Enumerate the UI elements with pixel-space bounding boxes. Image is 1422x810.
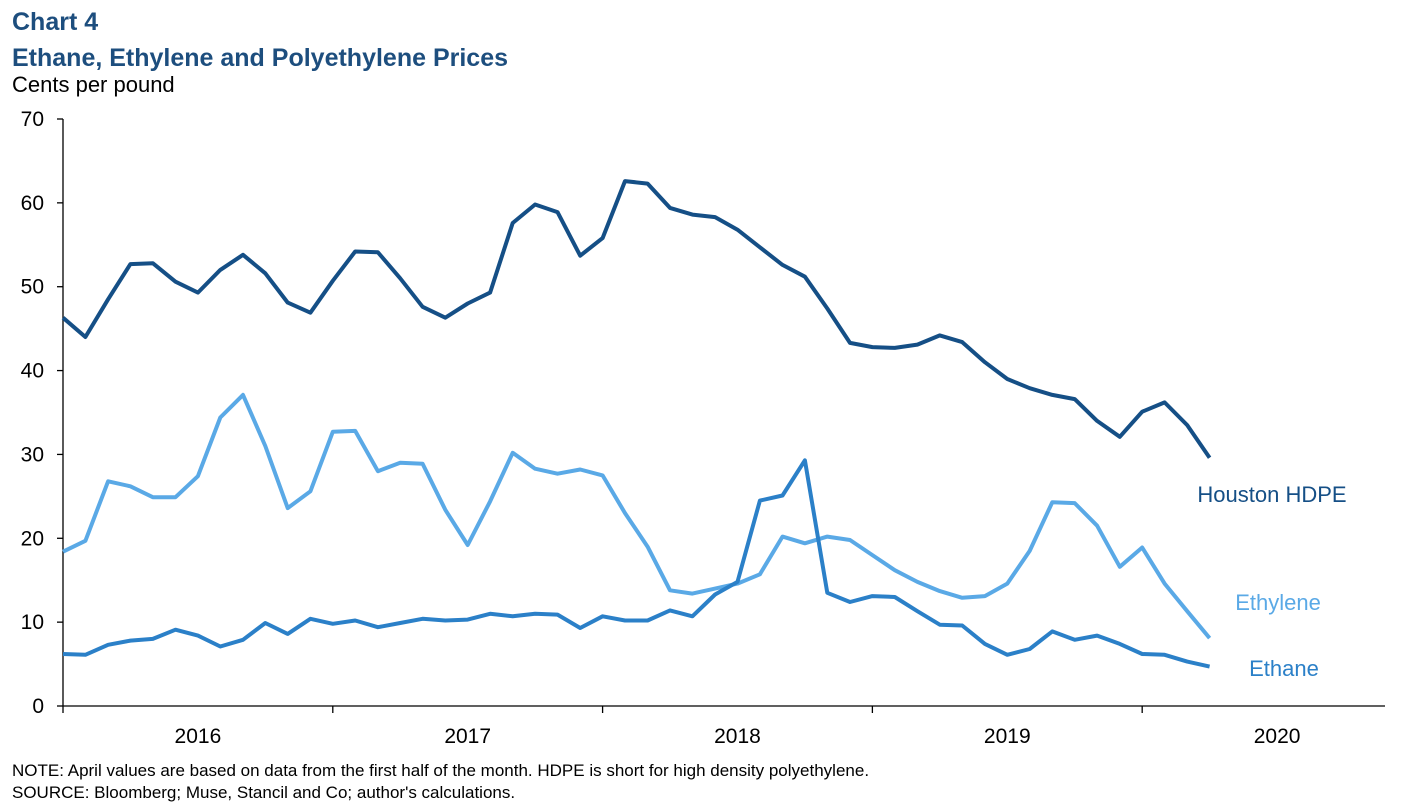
note: NOTE: April values are based on data fro… — [12, 761, 869, 780]
series-label: Ethylene — [1235, 590, 1321, 615]
x-tick-label: 2016 — [175, 725, 222, 748]
series-line — [62, 392, 1212, 640]
y-tick-label: 60 — [21, 192, 44, 215]
y-tick-label: 0 — [32, 695, 44, 718]
x-tick-label: 2017 — [444, 725, 491, 748]
y-tick-label: 30 — [21, 443, 44, 466]
y-tick-label: 50 — [21, 276, 44, 299]
source: SOURCE: Bloomberg; Muse, Stancil and Co;… — [12, 783, 515, 802]
y-tick-label: 10 — [21, 611, 44, 634]
x-tick-label: 2019 — [984, 725, 1031, 748]
y-axis-label: Cents per pound — [12, 72, 175, 97]
x-tick-label: 2020 — [1254, 725, 1301, 748]
y-tick-label: 40 — [21, 360, 44, 383]
chart-subtitle: Ethane, Ethylene and Polyethylene Prices — [12, 44, 508, 72]
series-line — [61, 179, 1212, 459]
series-label: Houston HDPE — [1197, 482, 1346, 507]
y-tick-label: 20 — [21, 527, 44, 550]
chart-title: Chart 4 — [12, 8, 98, 36]
series-label: Ethane — [1249, 656, 1319, 681]
x-tick-label: 2018 — [714, 725, 761, 748]
y-tick-label: 70 — [21, 108, 44, 131]
series-line — [62, 458, 1211, 669]
